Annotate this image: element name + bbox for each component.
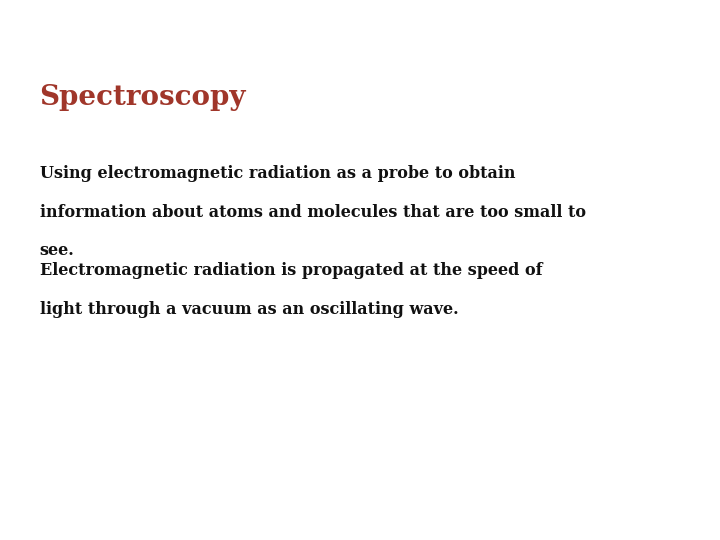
Text: Electromagnetic radiation is propagated at the speed of: Electromagnetic radiation is propagated … [40, 262, 542, 279]
Text: information about atoms and molecules that are too small to: information about atoms and molecules th… [40, 204, 585, 220]
Text: Spectroscopy: Spectroscopy [40, 84, 246, 111]
Text: light through a vacuum as an oscillating wave.: light through a vacuum as an oscillating… [40, 301, 458, 318]
Text: Using electromagnetic radiation as a probe to obtain: Using electromagnetic radiation as a pro… [40, 165, 515, 181]
Text: see.: see. [40, 242, 74, 259]
